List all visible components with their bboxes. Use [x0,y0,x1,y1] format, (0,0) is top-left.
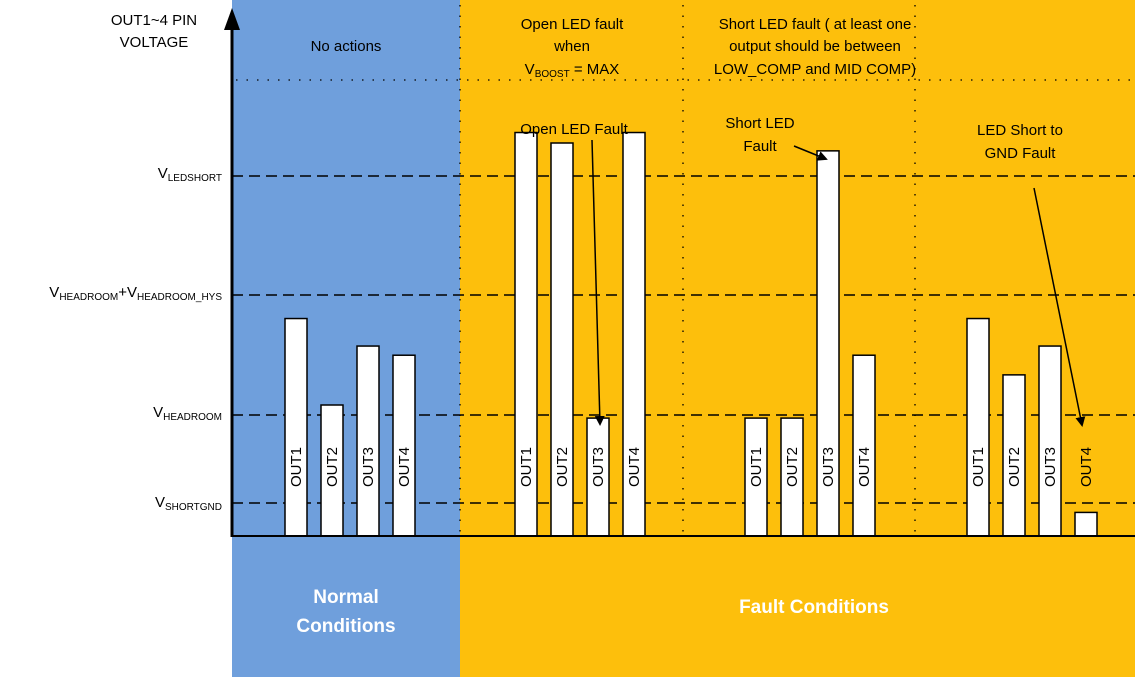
bars-layer: OUT1 OUT2 OUT3 OUT4 OUT1 OUT2 OUT3 OUT4 OUT1 OUT2… [284,131,1098,537]
bar-label-gnd-fault-out1: OUT1 [970,447,987,487]
caption-short-fault-line1: Short LED fault ( at least one [719,16,912,33]
caption-open-fault-line2: when [553,38,590,55]
caption-short-led-fault-line1: Short LED [725,115,794,132]
arrow-short-led-fault [793,145,828,161]
bar-normal-out3 [356,345,380,537]
caption-open-fault-line3: VBOOST = MAX [525,61,620,80]
bar-label-short-fault-out2: OUT2 [784,447,801,487]
region-title-normal-line2: Conditions [296,616,395,637]
bar-label-open-fault-out1: OUT1 [518,447,535,487]
bar-label-normal-out4: OUT4 [396,447,413,487]
bar-label-normal-out2: OUT2 [324,447,341,487]
caption-short-fault-line2: output should be between [729,38,901,55]
caption-short-fault-line3: LOW_COMP and MID COMP) [714,61,916,78]
region-title-normal-line1: Normal [313,587,378,608]
bar-label-gnd-fault-out3: OUT3 [1042,447,1059,487]
bar-label-short-fault-out1: OUT1 [748,447,765,487]
bar-gnd-fault-out3 [1038,345,1062,537]
region-title-fault: Fault Conditions [739,597,889,618]
bar-label-gnd-fault-out2: OUT2 [1006,447,1023,487]
y-axis-title-line1: OUT1~4 PIN [111,12,197,29]
bar-label-open-fault-out3: OUT3 [590,447,607,487]
arrow-gnd-fault [1033,187,1086,427]
y-axis-arrowhead [224,8,240,30]
label-vheadroom: VHEADROOM [153,404,222,423]
bar-label-open-fault-out4: OUT4 [626,447,643,487]
arrow-open-led-fault [591,139,605,426]
caption-open-fault-line1: Open LED fault [521,16,624,33]
label-vledshort: VLEDSHORT [158,165,222,184]
y-axis-title-line2: VOLTAGE [120,34,189,51]
caption-gnd-fault-line2: GND Fault [985,145,1057,162]
bar-label-gnd-fault-out4: OUT4 [1078,447,1095,487]
bar-label-short-fault-out3: OUT3 [820,447,837,487]
bar-label-open-fault-out2: OUT2 [554,447,571,487]
bar-gnd-fault-out4 [1074,511,1098,537]
bar-normal-out4 [392,354,416,537]
bar-gnd-fault-out1 [966,317,990,537]
bar-label-short-fault-out4: OUT4 [856,447,873,487]
label-vheadroom-hys: VHEADROOM+VHEADROOM_HYS [49,284,222,303]
bar-short-fault-out4 [852,354,876,537]
caption-gnd-fault-line1: LED Short to [977,122,1063,139]
caption-open-led-fault: Open LED Fault [520,121,628,138]
caption-short-led-fault-line2: Fault [743,138,777,155]
normal-region-bg [232,0,460,677]
label-vshortgnd: VSHORTGND [155,494,222,513]
caption-no-actions: No actions [311,38,382,55]
bar-label-normal-out3: OUT3 [360,447,377,487]
bar-label-normal-out1: OUT1 [288,447,305,487]
bar-normal-out1 [284,317,308,537]
